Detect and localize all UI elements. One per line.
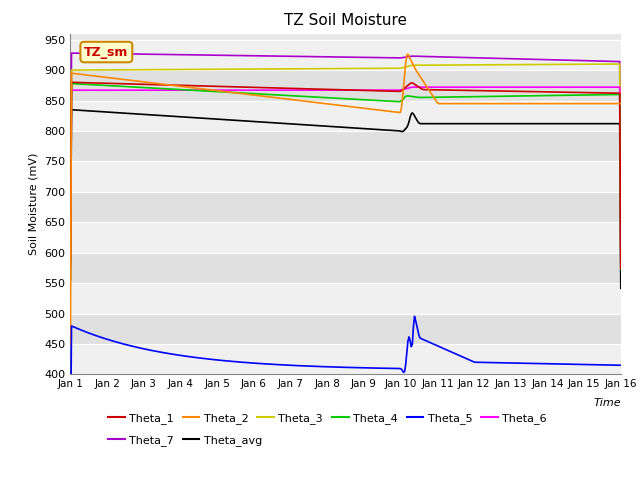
Bar [70, 344, 621, 374]
Bar [70, 70, 621, 100]
Y-axis label: Soil Moisture (mV): Soil Moisture (mV) [29, 153, 39, 255]
Legend: Theta_7, Theta_avg: Theta_7, Theta_avg [104, 431, 266, 451]
Bar [70, 252, 621, 283]
Text: TZ_sm: TZ_sm [84, 46, 129, 59]
Bar [70, 100, 621, 131]
Text: Time: Time [593, 398, 621, 408]
Bar [70, 192, 621, 222]
Bar [70, 313, 621, 344]
Bar [70, 283, 621, 313]
Bar [70, 161, 621, 192]
Bar [70, 40, 621, 70]
Title: TZ Soil Moisture: TZ Soil Moisture [284, 13, 407, 28]
Bar [70, 222, 621, 252]
Bar [70, 131, 621, 161]
